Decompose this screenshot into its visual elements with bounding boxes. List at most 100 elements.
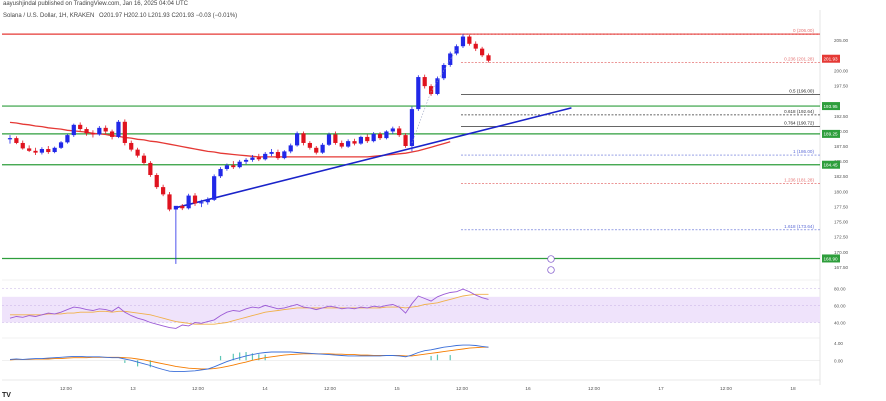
macd-histogram-bar [449,355,451,361]
symbol-name: Solana / U.S. Dollar, 1H, KRAKEN [3,13,95,19]
y-tick-label: 185.00 [834,159,848,164]
x-tick-label: 17 [658,386,664,392]
candle-body [346,141,351,147]
candle-body [295,133,300,146]
price-badge-label: 184.45 [824,163,838,168]
ohlc-values: O201.97 H202.10 L201.93 C201.93 −0.03 (−… [99,13,238,19]
event-marker-icon [547,266,555,274]
candle-body [14,138,19,143]
candle-body [103,127,108,132]
x-tick-label: 12:00 [324,386,336,392]
candle-body [333,134,338,143]
price-badge-label: 201.93 [824,57,838,62]
candle-body [314,147,319,153]
candle-body [403,135,408,146]
candle-body [212,176,217,200]
x-tick-label: 13 [130,386,136,392]
price-badge-label: 193.95 [824,104,838,109]
candle-body [448,53,453,65]
y-tick-label: 190.00 [834,129,848,134]
candle-body [20,142,25,149]
candle-body [52,147,57,153]
macd-line [9,344,489,373]
candle-body [135,149,140,156]
candle-body [90,133,96,135]
y-tick-label: 187.50 [834,144,848,149]
candle-body [269,152,274,154]
y-tick-label: 172.50 [834,235,848,240]
macd-signal-line [9,346,489,370]
macd-histogram-bar [436,354,439,361]
tradingview-logo: TV [2,392,11,399]
candle-body [384,131,389,139]
x-tick-label: 12:00 [588,386,600,392]
candle-body [307,142,312,148]
candle-body [97,127,102,135]
candle-body [231,165,236,168]
fib-level-label: 1 (186.00) [793,149,814,154]
projection-connector [411,49,457,144]
rsi-band [2,296,820,323]
candle-body [237,161,242,168]
candle-body [365,136,370,142]
y-tick-label: 170.00 [834,250,848,255]
macd-histogram-bar [232,353,234,361]
candle-body [416,77,421,110]
x-tick-label: 12:00 [456,386,468,392]
price-badge [822,129,840,138]
price-badge [822,254,840,263]
candle-body [480,48,485,56]
candle-body [275,152,281,159]
price-badge-label: 189.25 [824,132,838,137]
candle-body [116,121,121,137]
candle-body [154,175,159,188]
macd-histogram-bar [149,360,151,368]
rsi-ma-line [10,293,489,325]
candle-body [428,86,434,94]
y-tick-label: 167.50 [834,265,848,270]
candle-body [186,195,191,209]
candle-body [46,149,51,153]
price-badge [822,102,840,111]
publisher-line: aayushjindal published on TradingView.co… [3,1,189,7]
candle-body [467,36,472,44]
candle-body [129,142,134,150]
rsi-tick-label: 60.00 [834,303,846,308]
event-marker-icon [547,255,555,263]
candle-body [199,202,204,204]
candle-body [7,138,13,140]
x-tick-label: 12:00 [60,386,72,392]
fib-level-label: 0.764 (190.72) [784,121,814,126]
candle-body [161,187,166,195]
macd-histogram-bar [137,360,139,367]
candle-body [167,194,172,210]
candle-body [339,142,344,147]
y-tick-label: 180.00 [834,189,848,194]
macd-tick-label: 0.00 [834,358,843,363]
y-tick-label: 175.00 [834,220,848,225]
macd-histogram-bar [219,355,222,361]
y-tick-label: 200.00 [834,68,848,73]
macd-histogram-bar [258,354,260,361]
fib-level-label: 0.618 (192.64) [784,109,814,114]
price-badge-label: 168.90 [824,256,838,261]
y-tick-label: 182.50 [834,174,848,179]
candle-body [320,144,325,153]
candle-body [58,142,64,148]
rsi-tick-label: 40.00 [834,320,846,325]
fib-level-label: 0.236 (201.28) [784,57,814,62]
candle-body [122,121,127,143]
candle-body [256,157,261,160]
y-tick-label: 177.50 [834,204,848,209]
candle-body [460,36,466,47]
candle-body [71,124,76,136]
candle-body [180,205,185,209]
fib-level-label: 0.5 (196.00) [789,89,814,94]
candle-body [84,129,89,134]
candle-body [390,128,395,132]
x-tick-label: 12:00 [720,386,732,392]
candle-body [441,64,446,79]
macd-tick-label: 4.00 [834,341,843,346]
candle-body [109,131,115,137]
